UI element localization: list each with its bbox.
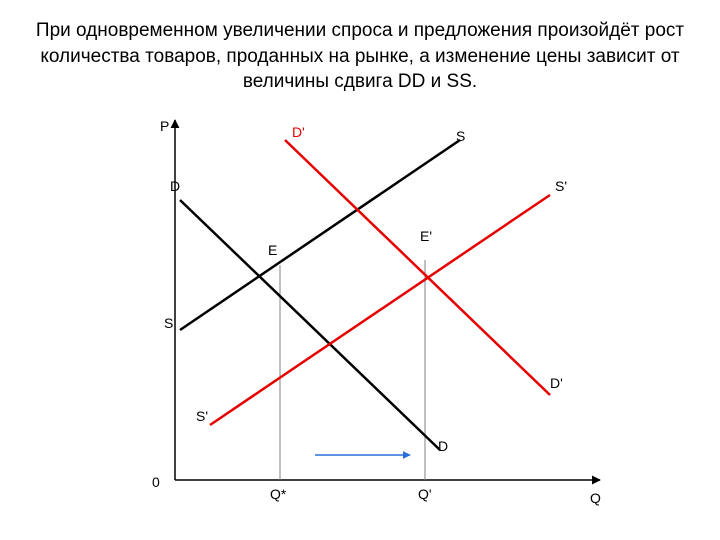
supply-demand-chart: P Q 0 D D S S D' D' S' S' E E' Q* Q' bbox=[120, 110, 620, 510]
label-P: P bbox=[160, 118, 169, 134]
chart-svg bbox=[120, 110, 620, 510]
label-Ep: E' bbox=[420, 228, 432, 244]
label-S-top: S bbox=[456, 128, 465, 144]
label-Q: Q bbox=[590, 490, 601, 506]
curve-Sp bbox=[210, 195, 550, 425]
label-Dp-top: D' bbox=[292, 124, 305, 140]
page: При одновременном увеличении спроса и пр… bbox=[0, 0, 720, 540]
curve-S bbox=[180, 140, 460, 330]
label-Sp-top: S' bbox=[555, 178, 567, 194]
label-origin: 0 bbox=[152, 474, 160, 490]
label-Dp-bottom: D' bbox=[550, 375, 563, 391]
curve-D bbox=[180, 200, 440, 450]
label-S-bottom: S bbox=[164, 315, 173, 331]
label-E: E bbox=[268, 242, 277, 258]
label-D-top: D bbox=[170, 178, 180, 194]
label-Qp: Q' bbox=[418, 486, 432, 502]
curve-Dp bbox=[285, 140, 550, 395]
label-D-bottom: D bbox=[438, 438, 448, 454]
label-Qstar: Q* bbox=[270, 486, 286, 502]
label-Sp-bottom: S' bbox=[196, 408, 208, 424]
caption-text: При одновременном увеличении спроса и пр… bbox=[0, 18, 720, 95]
